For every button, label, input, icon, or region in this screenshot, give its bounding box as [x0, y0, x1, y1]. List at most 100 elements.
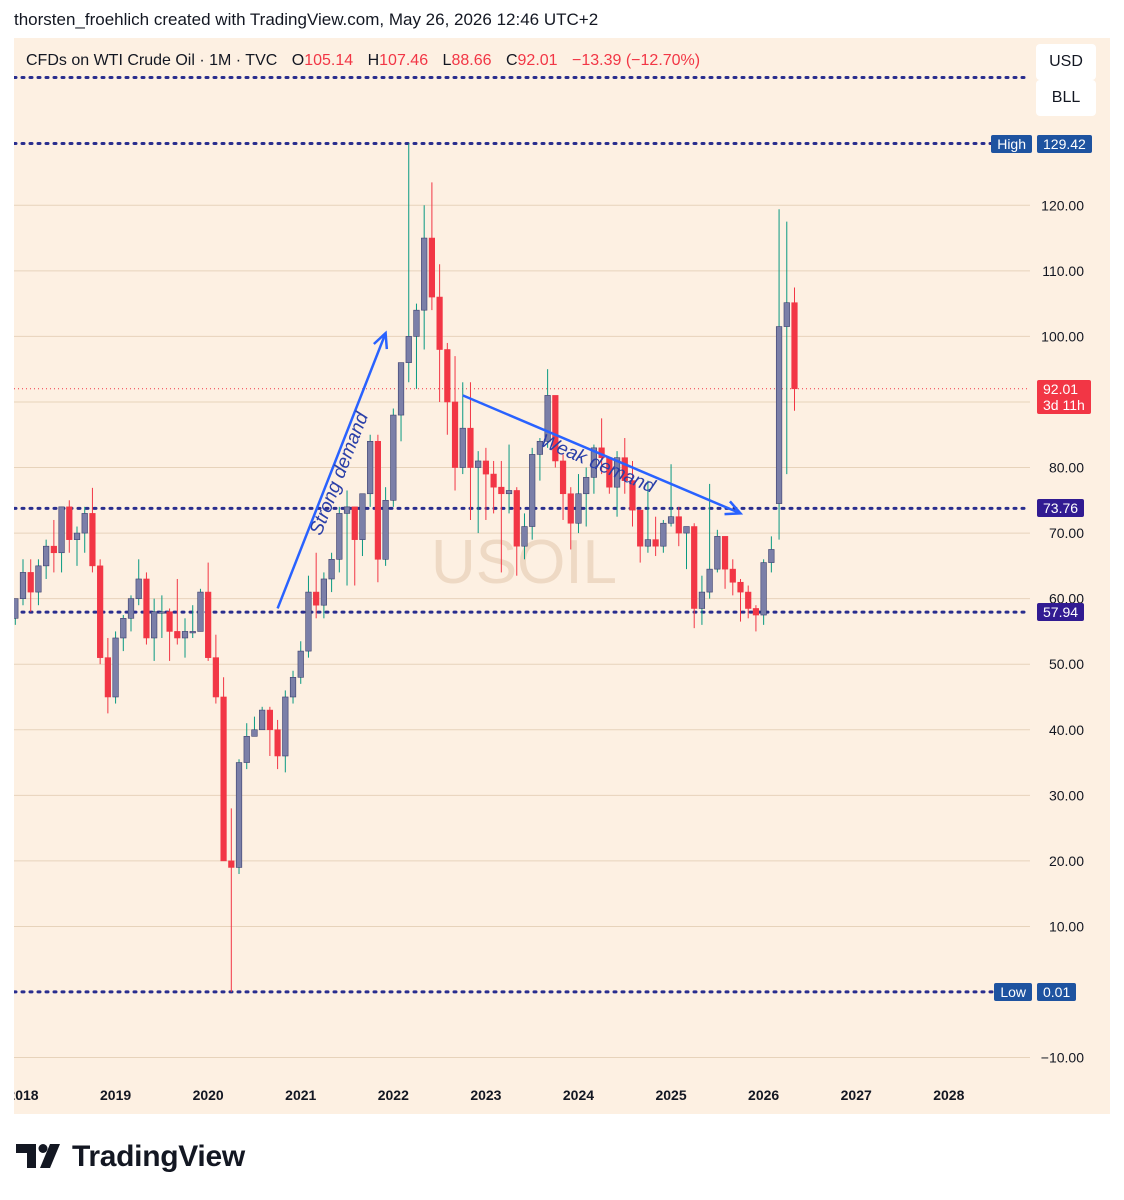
candle-body — [367, 440, 374, 495]
candle — [590, 444, 598, 494]
candle-body — [575, 493, 582, 524]
candle — [367, 434, 374, 507]
candle-body — [14, 598, 19, 619]
candle — [544, 369, 551, 448]
candle-body — [667, 516, 675, 524]
candle — [451, 356, 459, 491]
low-label: L — [442, 52, 452, 69]
candle — [27, 559, 34, 612]
candle-body — [166, 611, 173, 632]
currency-button[interactable]: USD — [1036, 44, 1096, 80]
tradingview-logo[interactable]: TradingView — [16, 1140, 245, 1174]
candle-body — [621, 457, 628, 481]
candle-body — [35, 565, 42, 593]
candle-body — [382, 499, 389, 560]
candle — [737, 578, 744, 622]
candle — [89, 487, 96, 573]
candle-body — [43, 545, 50, 567]
candle — [104, 637, 111, 714]
candle — [151, 598, 158, 661]
candle — [521, 513, 528, 560]
candle — [351, 506, 358, 586]
candle-body — [451, 401, 459, 468]
candle-body — [89, 513, 96, 567]
candle — [529, 447, 536, 540]
y-tick-label: 80.00 — [1049, 460, 1084, 476]
candle-body — [745, 591, 752, 609]
candle-body — [189, 631, 196, 634]
candle — [359, 493, 366, 557]
candle — [490, 460, 497, 514]
level-lines — [14, 75, 1032, 994]
candle — [220, 677, 227, 862]
candle — [305, 575, 312, 658]
candle-body — [660, 522, 667, 547]
level-name-tag-high: High — [991, 134, 1032, 153]
candle — [73, 526, 81, 566]
candle — [791, 287, 798, 411]
candles — [14, 143, 798, 992]
candle — [629, 460, 636, 527]
candle — [644, 480, 652, 553]
candle-body — [127, 598, 135, 619]
candle-body — [652, 539, 659, 547]
candle — [35, 559, 42, 606]
candle-body — [421, 237, 428, 311]
candle-body — [783, 302, 790, 327]
y-tick-label: 100.00 — [1041, 328, 1084, 344]
axes: −10.00 10.00 20.00 30.00 40.00 50.00 60.00 70.0… — [14, 197, 1084, 1103]
candle-body — [698, 591, 706, 609]
candle — [752, 605, 760, 632]
symbol-legend: CFDs on WTI Crude Oil · 1M · TVC O105.14… — [26, 52, 700, 70]
close-value: 92.01 — [517, 52, 558, 69]
candle-body — [81, 513, 88, 534]
x-tick-label: 2024 — [563, 1087, 594, 1103]
candle — [158, 595, 165, 638]
grid — [14, 204, 1030, 1059]
candle-body — [505, 490, 513, 495]
candle — [328, 552, 335, 593]
candle — [81, 506, 88, 553]
candle — [475, 451, 482, 534]
level-tag-support: 57.94 — [1037, 603, 1085, 622]
y-tick-label: 20.00 — [1049, 853, 1084, 869]
candle — [266, 706, 273, 756]
candle-body — [613, 457, 621, 488]
open-value: 105.14 — [304, 52, 354, 69]
candlestick-chart[interactable]: USOIL Strong demand Weak demand −10.0010.… — [14, 38, 1110, 1114]
x-tick-label: 2022 — [378, 1087, 409, 1103]
candle — [760, 559, 767, 625]
y-tick-label: 110.00 — [1042, 263, 1084, 279]
y-tick-label: 60.00 — [1049, 591, 1084, 607]
symbol-name[interactable]: CFDs on WTI Crude Oil · 1M · TVC — [26, 52, 278, 69]
chart-area[interactable]: USOIL Strong demand Weak demand −10.00 10.… — [14, 38, 1110, 1114]
tradingview-wordmark: TradingView — [72, 1140, 245, 1173]
candle-body — [428, 237, 435, 298]
candle-body — [536, 440, 544, 455]
candle — [667, 464, 675, 527]
candle-body — [305, 591, 312, 652]
level-tag-high: 129.42 — [1037, 134, 1092, 153]
candle — [467, 382, 474, 520]
candle-body — [197, 591, 204, 632]
candle — [621, 438, 628, 494]
candle — [428, 182, 435, 311]
candle-body — [235, 762, 243, 868]
x-tick-label: 2018 — [14, 1087, 39, 1103]
level-tag-low: 0.01 — [1037, 982, 1077, 1001]
candle-body — [737, 581, 744, 593]
candle — [166, 608, 173, 661]
y-tick-label: 30.00 — [1049, 787, 1084, 803]
annotation-arrowhead — [373, 330, 389, 350]
unit-button[interactable]: BLL — [1036, 80, 1096, 116]
candle-body — [467, 427, 474, 468]
candle — [675, 506, 682, 547]
x-tick-label: 2028 — [933, 1087, 964, 1103]
candle — [768, 536, 775, 573]
candle-body — [259, 709, 266, 731]
candle-body — [73, 532, 81, 540]
candle — [691, 523, 698, 629]
candle-body — [775, 326, 783, 504]
candle-body — [752, 608, 760, 616]
annotation-arrow — [462, 394, 741, 515]
